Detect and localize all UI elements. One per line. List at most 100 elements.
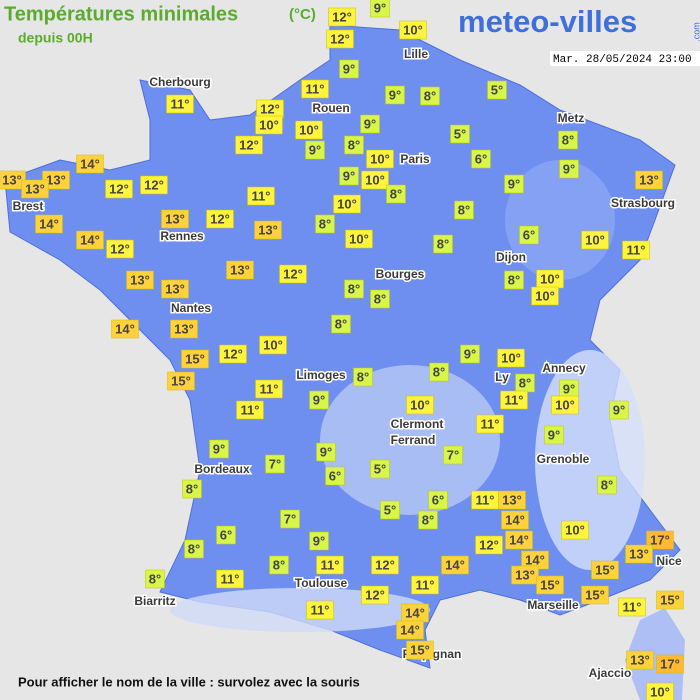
temperature-value: 13° — [230, 262, 250, 277]
temperature-box — [497, 348, 525, 368]
temperature-label: 8° — [269, 555, 289, 575]
corsica-land — [625, 608, 685, 700]
temperature-box — [166, 94, 194, 114]
temperature-box — [106, 239, 134, 259]
temperature-value: 8° — [422, 512, 434, 527]
temperature-label: 12° — [279, 264, 307, 284]
temperature-label: 8° — [353, 367, 373, 387]
temperature-box — [371, 555, 399, 575]
temperature-box — [370, 289, 390, 309]
temperature-box — [622, 240, 650, 260]
city-name: Toulouse — [295, 576, 348, 590]
temperature-value: 10° — [259, 117, 279, 132]
temperature-box — [370, 0, 390, 18]
temperature-label: 10° — [531, 286, 559, 306]
temperature-label: 11° — [306, 600, 334, 620]
pyrenees — [170, 588, 430, 632]
temperature-label: 10° — [255, 115, 283, 135]
temperature-label: 11° — [622, 240, 650, 260]
temperature-value: 8° — [458, 202, 470, 217]
east-hills — [505, 160, 615, 280]
temperature-box — [35, 214, 63, 234]
temperature-label: 8° — [370, 289, 390, 309]
temperature-box — [316, 442, 336, 462]
temperature-box — [111, 319, 139, 339]
temperature-value: 9° — [343, 168, 355, 183]
temperature-label: 11° — [301, 79, 329, 99]
temperature-label: 13° — [498, 490, 526, 510]
temperature-box — [209, 439, 229, 459]
temperature-label: 12° — [361, 585, 389, 605]
temperature-box — [450, 124, 470, 144]
temperature-label: 9° — [316, 442, 336, 462]
temperature-label: 13° — [42, 170, 70, 190]
temperature-label: 10° — [551, 395, 579, 415]
temperature-value: 11° — [481, 416, 500, 431]
temperature-value: 14° — [405, 605, 425, 620]
temperature-value: 14° — [80, 232, 100, 247]
temperature-box — [76, 230, 104, 250]
temperature-value: 11° — [505, 392, 524, 407]
temperature-box — [181, 349, 209, 369]
temperature-box — [315, 214, 335, 234]
temperature-label: 14° — [521, 550, 549, 570]
temperature-label: 13° — [0, 170, 26, 190]
city-name: Lille — [404, 47, 428, 61]
temperature-value: 14° — [80, 156, 100, 171]
temperature-box — [265, 454, 285, 474]
temperature-value: 17° — [650, 532, 670, 547]
city-name: Cherbourg — [149, 75, 210, 89]
temperature-label: 15° — [591, 560, 619, 580]
temperature-label: 9° — [209, 439, 229, 459]
city-name: Dijon — [496, 250, 526, 264]
temperature-label: 10° — [399, 20, 427, 40]
temperature-value: 8° — [348, 137, 360, 152]
temperature-value: 12° — [109, 181, 129, 196]
temperature-value: 8° — [335, 316, 347, 331]
temperature-value: 7° — [284, 511, 296, 526]
temperature-value: 9° — [563, 161, 575, 176]
temperature-value: 8° — [273, 557, 285, 572]
temperature-label: 14° — [396, 620, 424, 640]
temperature-box — [454, 200, 474, 220]
city-name: Brest — [13, 199, 44, 213]
temperature-label: 9° — [460, 344, 480, 364]
temperature-label: 13° — [170, 319, 198, 339]
temperature-value: 9° — [343, 61, 355, 76]
temperature-value: 6° — [329, 468, 341, 483]
temperature-value: 12° — [144, 177, 164, 192]
temperature-box — [429, 362, 449, 382]
temperature-box — [361, 170, 389, 190]
temperature-box — [385, 85, 405, 105]
temperature-label: 8° — [515, 373, 535, 393]
temperature-value: 14° — [445, 557, 465, 572]
temperature-label: 12° — [475, 535, 503, 555]
temperature-label: 9° — [339, 166, 359, 186]
city-name: Annecy — [542, 361, 586, 375]
temperature-label: 15° — [167, 371, 195, 391]
temperature-label: 9° — [309, 390, 329, 410]
temperature-box — [170, 319, 198, 339]
temperature-value: 11° — [321, 557, 340, 572]
city-name: Grenoble — [537, 452, 590, 466]
temperature-value: 12° — [330, 31, 350, 46]
temperature-label: 10° — [646, 682, 674, 700]
temperature-label: 10° — [295, 120, 323, 140]
temperature-label: 11° — [247, 186, 275, 206]
temperature-box — [325, 466, 345, 486]
temperature-box — [561, 520, 589, 540]
temperature-value: 11° — [306, 81, 325, 96]
temperature-label: 14° — [111, 319, 139, 339]
temperature-box — [216, 525, 236, 545]
temperature-box — [501, 510, 529, 530]
temperature-label: 8° — [331, 314, 351, 334]
temperature-label: 5° — [370, 459, 390, 479]
temperature-box — [360, 114, 380, 134]
temperature-value: 10° — [263, 337, 283, 352]
temperature-box — [504, 174, 524, 194]
temperature-value: 7° — [447, 447, 459, 462]
temperature-label: 13° — [626, 650, 654, 670]
temperature-value: 13° — [258, 222, 278, 237]
temperature-value: 15° — [540, 577, 560, 592]
